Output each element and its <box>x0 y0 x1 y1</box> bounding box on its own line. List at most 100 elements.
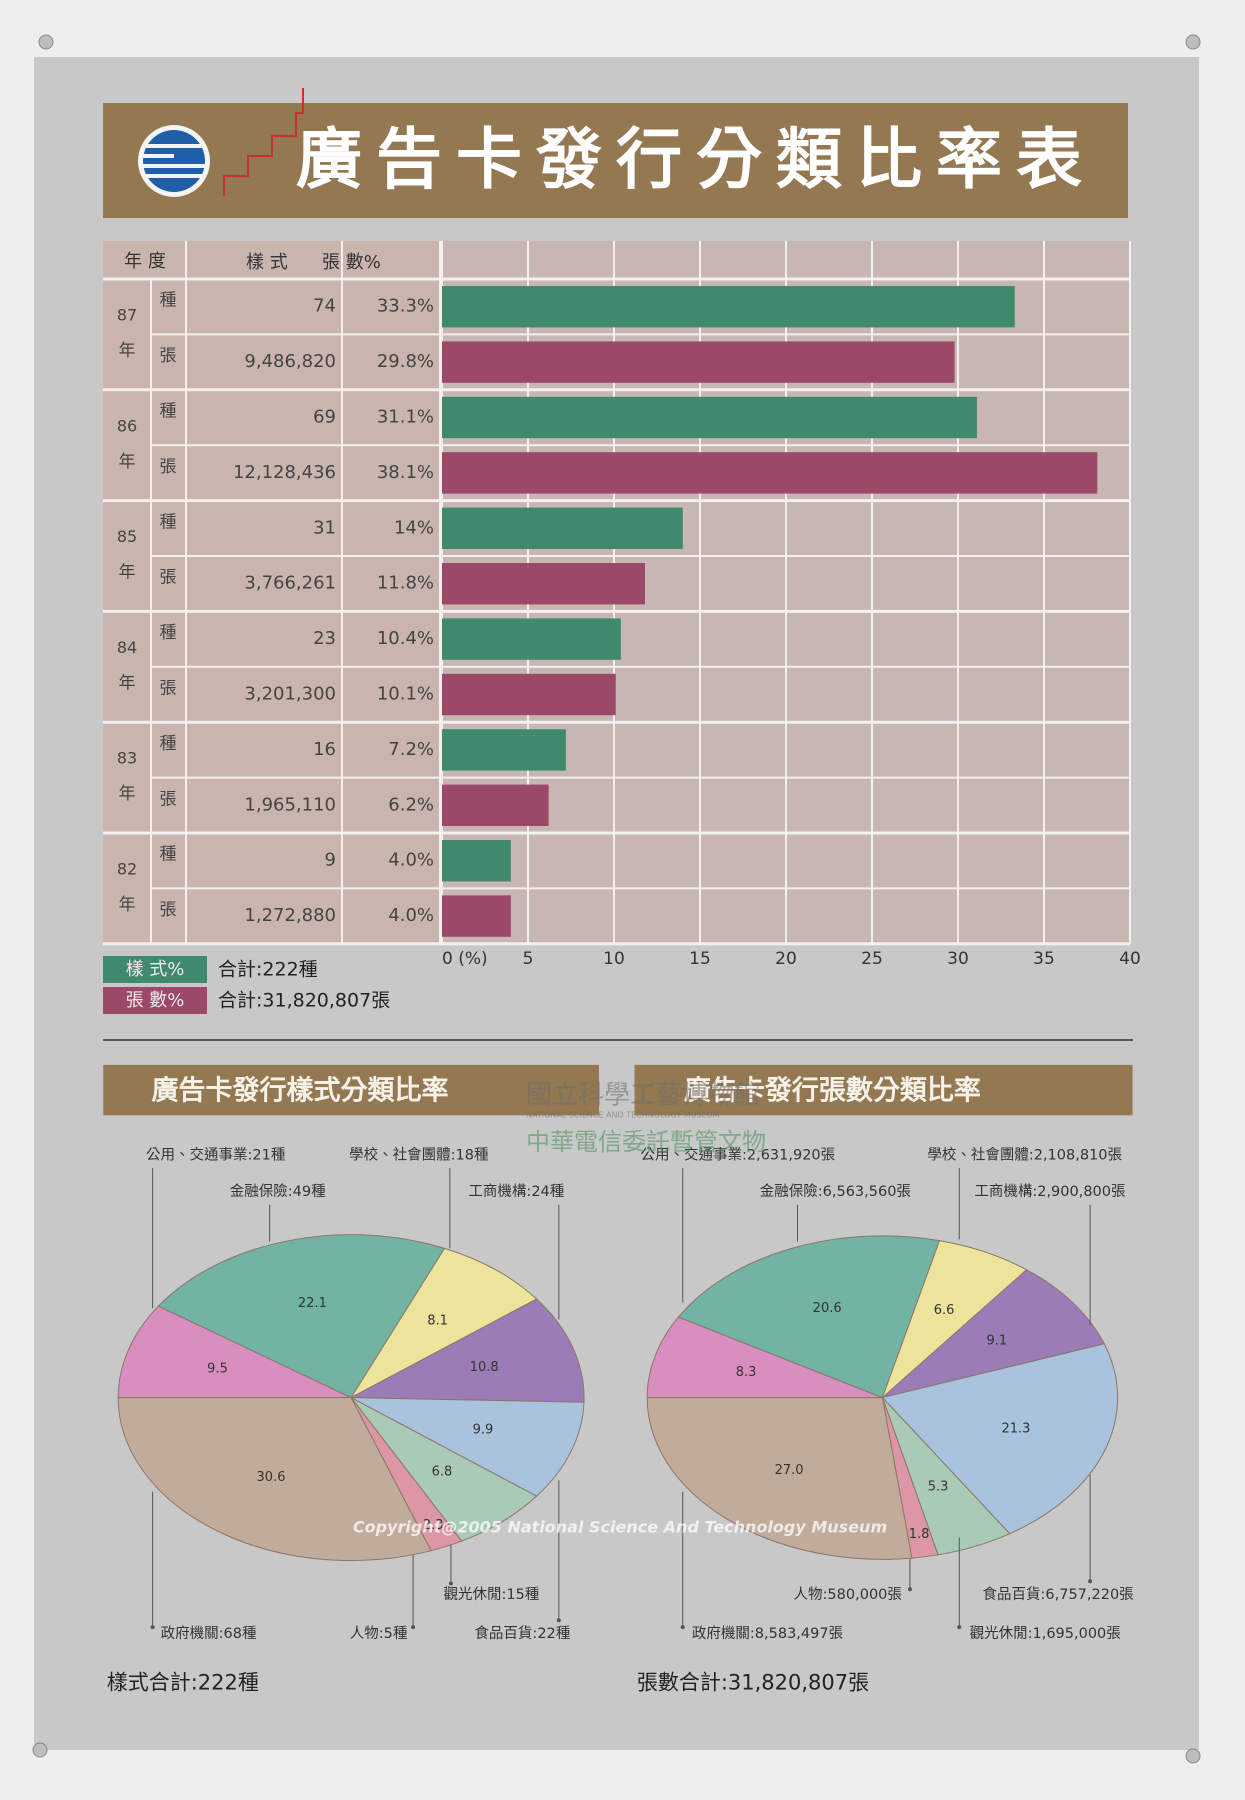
percent-cell: 7.2% <box>388 739 434 760</box>
chart-layer: 年 度樣 式張 數%年度發行佔有比率0 (%)51015202530354087… <box>103 241 1141 1694</box>
pie-footnote: 張數合計:31,820,807張 <box>637 1670 869 1694</box>
x-tick-label: 25 <box>861 949 883 969</box>
legend-total: 合計:31,820,807張 <box>218 990 390 1012</box>
leader-dot <box>150 1625 155 1630</box>
row-label: 種 <box>160 402 177 422</box>
category-label: 工商機構:24種 <box>468 1183 564 1200</box>
slice-label: 6.8 <box>432 1464 453 1479</box>
year-label: 85 <box>117 527 137 546</box>
count-cell: 3,766,261 <box>244 573 336 594</box>
count-cell: 31 <box>313 517 336 538</box>
screw <box>38 34 54 50</box>
count-cell: 1,965,110 <box>244 794 336 815</box>
count-cell: 3,201,300 <box>244 684 336 705</box>
leader-dot <box>680 1625 685 1630</box>
category-label: 政府機關:8,583,497張 <box>692 1625 844 1642</box>
pie-slice <box>881 1343 1119 1535</box>
count-cell: 16 <box>313 739 336 760</box>
slice-label: 9.9 <box>473 1423 494 1438</box>
row-label: 張 <box>160 900 177 920</box>
pie-footnote: 樣式合計:222種 <box>107 1670 259 1694</box>
slice-label: 27.0 <box>775 1463 804 1478</box>
year-suffix: 年 <box>119 452 136 472</box>
logo <box>138 125 210 197</box>
header-count: 張 數% <box>322 252 381 273</box>
percent-cell: 10.1% <box>377 684 434 705</box>
header-year: 年 度 <box>124 251 166 272</box>
percent-cell: 10.4% <box>377 628 434 649</box>
count-cell: 9,486,820 <box>244 351 336 372</box>
x-tick-label: 15 <box>689 949 711 969</box>
x-tick-label: 35 <box>1033 949 1055 969</box>
percent-cell: 29.8% <box>377 351 434 372</box>
slice-label: 22.1 <box>298 1296 327 1311</box>
percent-cell: 33.3% <box>377 296 434 317</box>
title-bar <box>103 103 1128 218</box>
pie-slice <box>882 1269 1105 1399</box>
slice-label: 21.3 <box>1001 1422 1030 1437</box>
bar <box>442 784 549 826</box>
slice-label: 8.1 <box>427 1313 448 1328</box>
pie-title-bar <box>103 1064 599 1116</box>
count-cell: 1,272,880 <box>244 905 336 926</box>
row-label: 張 <box>160 457 177 477</box>
row-label: 種 <box>160 291 177 311</box>
logo-stairs <box>223 88 304 196</box>
legend-label: 樣 式% <box>126 959 185 980</box>
screw <box>1185 34 1201 50</box>
bar <box>442 618 621 660</box>
count-cell: 23 <box>313 628 336 649</box>
category-label: 食品百貨:22種 <box>474 1624 570 1642</box>
leader-dot <box>411 1625 416 1630</box>
header-style: 樣 式 <box>246 252 288 273</box>
pie-slice <box>646 1397 913 1560</box>
count-cell: 12,128,436 <box>233 462 336 483</box>
x-tick-label: 40 <box>1119 949 1141 969</box>
percent-cell: 6.2% <box>388 794 434 815</box>
legend-swatch <box>103 956 207 983</box>
slice-label: 8.3 <box>736 1365 757 1380</box>
bar <box>442 840 511 882</box>
percent-cell: 14% <box>394 517 434 538</box>
legend-swatch <box>103 987 207 1014</box>
percent-cell: 31.1% <box>377 407 434 428</box>
category-label: 人物:580,000張 <box>794 1586 903 1603</box>
x-tick-label: 10 <box>603 949 625 969</box>
main-title: 廣告卡發行分類比率表 <box>296 121 1096 198</box>
year-suffix: 年 <box>119 673 136 693</box>
slice-label: 20.6 <box>813 1301 842 1316</box>
bar <box>442 452 1098 494</box>
year-suffix: 年 <box>119 784 136 804</box>
pie-slice <box>677 1235 941 1399</box>
percent-cell: 38.1% <box>377 462 434 483</box>
watermark-custody: 中華電信委託暫管文物 <box>526 1128 766 1156</box>
slice-label: 6.6 <box>934 1303 955 1318</box>
row-label: 種 <box>160 623 177 643</box>
slice-label: 5.3 <box>928 1479 949 1494</box>
row-label: 種 <box>160 512 177 532</box>
row-label: 張 <box>160 568 177 588</box>
category-label: 金融保險:49種 <box>230 1183 326 1200</box>
year-suffix: 年 <box>119 563 136 583</box>
percent-cell: 4.0% <box>388 850 434 871</box>
pie-title-bar <box>634 1064 1133 1116</box>
year-label: 87 <box>117 306 137 325</box>
slice-label: 1.8 <box>909 1527 930 1542</box>
count-cell: 9 <box>325 850 336 871</box>
x-tick-label: 30 <box>947 949 969 969</box>
leader-dot <box>907 1587 912 1592</box>
bar <box>442 507 683 549</box>
category-label: 公用、交通事業:2,631,920張 <box>640 1145 835 1163</box>
category-label: 公用、交通事業:21種 <box>146 1145 285 1163</box>
bar <box>442 563 645 605</box>
watermark-museum-en: NATIONAL SCIENCE AND TECHNOLOGY MUSEUM <box>526 1111 720 1120</box>
slice-label: 2.3 <box>423 1518 444 1533</box>
watermark-copyright: Copyright@2005 National Science And Tech… <box>353 1518 887 1537</box>
bar <box>442 286 1015 328</box>
category-label: 觀光休閒:1,695,000張 <box>970 1625 1122 1642</box>
pie-slice <box>157 1234 446 1399</box>
category-label: 人物:5種 <box>350 1625 408 1642</box>
x-tick-label: 0 (%) <box>442 949 488 969</box>
